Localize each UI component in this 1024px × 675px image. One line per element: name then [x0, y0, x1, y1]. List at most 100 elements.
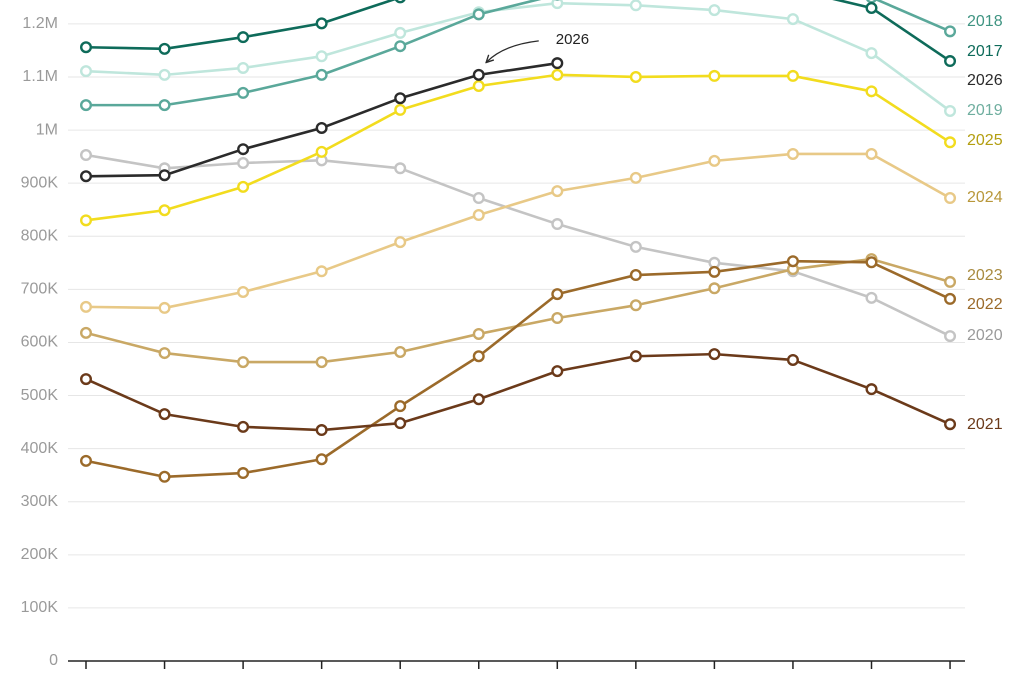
- labels: 2020 2024 2023 2022 2021 2019 2018 2025 2017 2026…: [487, 13, 1003, 433]
- data-point: [158, 408, 171, 421]
- series-line: [85, 0, 951, 63]
- data-point: [551, 312, 564, 325]
- data-point: [394, 346, 407, 359]
- data-point: [629, 70, 642, 83]
- series-label: 2018: [967, 13, 1003, 30]
- data-point: [315, 68, 328, 81]
- y-tick-label: 700K: [21, 281, 59, 298]
- data-point: [708, 348, 721, 361]
- data-point: [865, 1, 878, 14]
- data-point: [865, 85, 878, 98]
- data-point: [786, 69, 799, 82]
- data-point: [315, 121, 328, 134]
- data-point: [472, 393, 485, 406]
- data-point: [944, 418, 957, 431]
- data-point: [944, 136, 957, 149]
- y-tick-label: 600K: [21, 334, 59, 351]
- series-label: 2025: [967, 132, 1003, 149]
- data-point: [315, 145, 328, 158]
- data-point: [786, 255, 799, 268]
- data-point: [944, 330, 957, 343]
- data-point: [786, 147, 799, 160]
- series-label: 2017: [967, 43, 1003, 60]
- data-point: [551, 57, 564, 70]
- data-point: [551, 68, 564, 81]
- data-point: [158, 42, 171, 55]
- data-point: [472, 209, 485, 222]
- y-tick-label: 0: [49, 652, 58, 669]
- data-point: [629, 350, 642, 363]
- data-point: [551, 0, 564, 10]
- lines: [79, 0, 957, 483]
- data-point: [629, 171, 642, 184]
- data-point: [158, 68, 171, 81]
- data-point: [79, 149, 92, 162]
- data-point: [865, 383, 878, 396]
- y-tick-label: 300K: [21, 493, 59, 510]
- data-point: [158, 169, 171, 182]
- data-point: [551, 365, 564, 378]
- data-point: [79, 214, 92, 227]
- data-point: [237, 356, 250, 369]
- data-point: [237, 86, 250, 99]
- data-point: [394, 236, 407, 249]
- data-point: [708, 282, 721, 295]
- data-point: [865, 147, 878, 160]
- data-point: [315, 453, 328, 466]
- data-point: [79, 99, 92, 112]
- data-point: [237, 61, 250, 74]
- annotation-arrow: [487, 40, 539, 62]
- data-point: [629, 269, 642, 282]
- data-point: [708, 265, 721, 278]
- data-point: [944, 25, 957, 38]
- data-point: [472, 327, 485, 340]
- data-point: [944, 192, 957, 205]
- data-point: [551, 218, 564, 231]
- y-tick-label: 800K: [21, 227, 59, 244]
- series-line: [85, 352, 951, 432]
- data-point: [472, 80, 485, 93]
- series-line: [85, 257, 951, 364]
- data-point: [472, 8, 485, 21]
- data-point: [708, 4, 721, 17]
- data-point: [786, 13, 799, 26]
- data-point: [394, 26, 407, 39]
- y-tick-label: 400K: [21, 440, 59, 457]
- data-point: [551, 288, 564, 301]
- data-point: [944, 55, 957, 68]
- data-point: [472, 192, 485, 205]
- y-tick-label: 200K: [21, 546, 59, 563]
- data-point: [865, 47, 878, 60]
- data-point: [158, 301, 171, 314]
- data-point: [79, 170, 92, 183]
- data-point: [394, 400, 407, 413]
- y-tick-label: 100K: [21, 599, 59, 616]
- series-line: [86, 0, 951, 107]
- data-point: [944, 275, 957, 288]
- data-point: [394, 103, 407, 116]
- data-point: [394, 92, 407, 105]
- data-point: [315, 50, 328, 63]
- data-point: [708, 154, 721, 167]
- series-label: 2024: [967, 189, 1003, 206]
- data-point: [866, 0, 877, 4]
- data-point: [472, 350, 485, 363]
- data-point: [237, 180, 250, 193]
- series-label: 2020: [967, 327, 1003, 344]
- data-point: [865, 256, 878, 269]
- data-point: [158, 99, 171, 112]
- data-point: [394, 40, 407, 53]
- series-label: 2026: [967, 72, 1003, 89]
- data-point: [629, 0, 642, 12]
- data-point: [158, 204, 171, 217]
- series-line: [85, 73, 951, 222]
- data-point: [315, 424, 328, 437]
- data-point: [237, 156, 250, 169]
- data-point: [865, 291, 878, 304]
- data-point: [394, 0, 406, 4]
- data-point: [315, 17, 328, 30]
- data-point: [158, 347, 171, 360]
- data-point: [315, 265, 328, 278]
